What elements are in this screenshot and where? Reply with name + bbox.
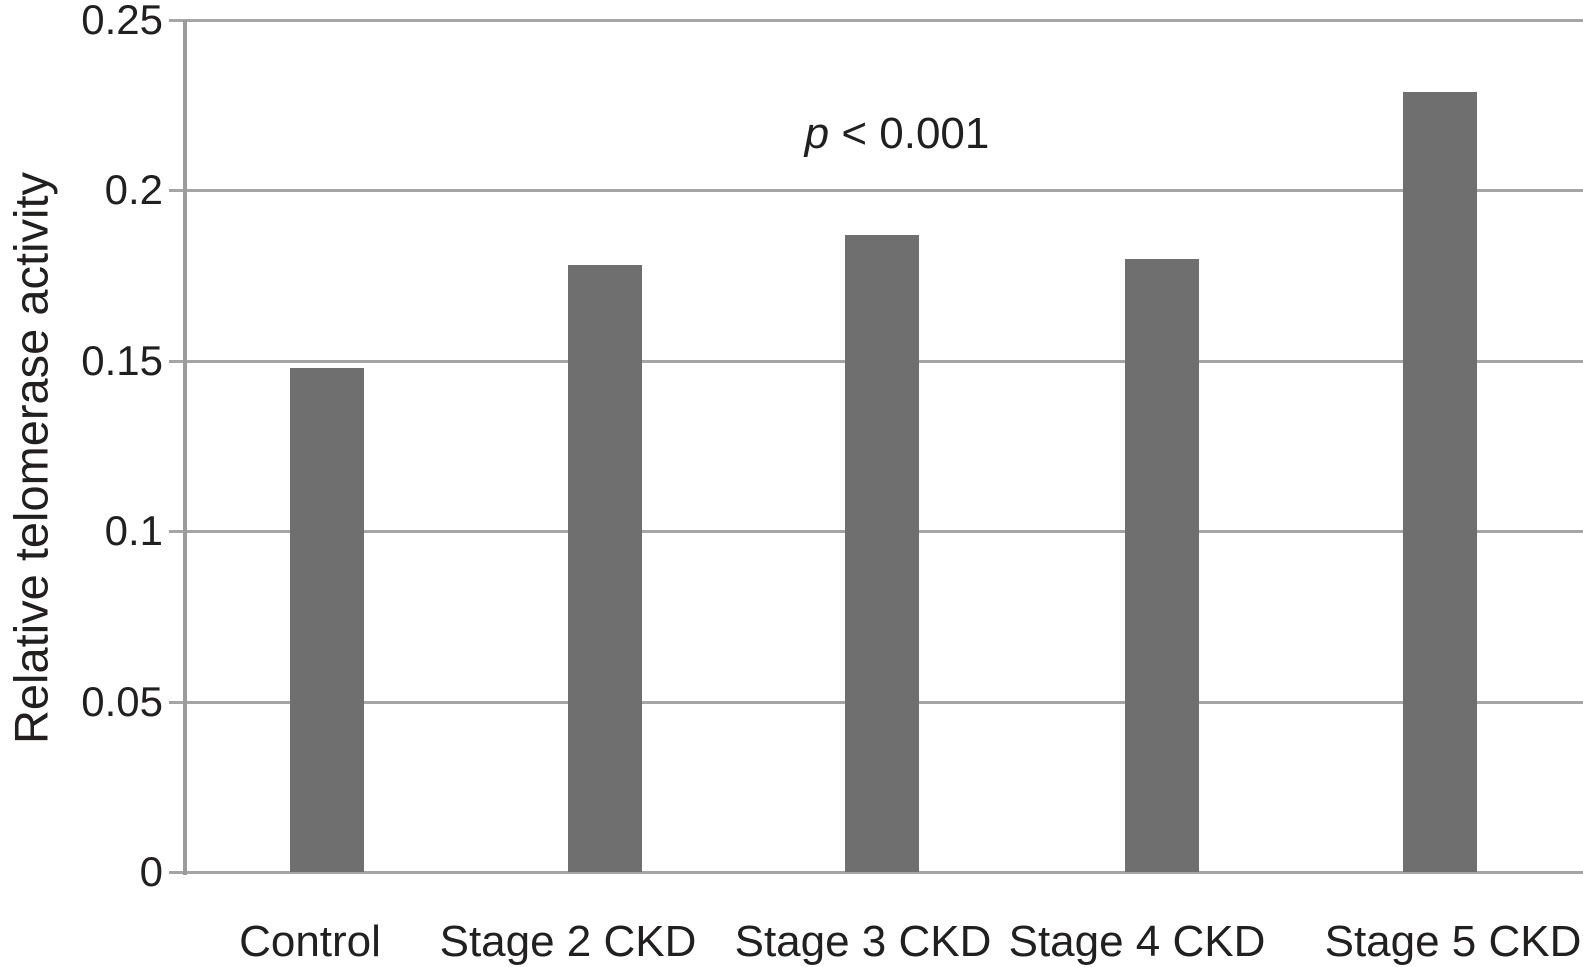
p-symbol: p bbox=[804, 109, 830, 158]
x-label-stage-5-ckd: Stage 5 CKD bbox=[1324, 917, 1582, 966]
y-tick-label-0.15: 0.15 bbox=[81, 336, 163, 384]
x-label-stage-2-ckd: Stage 2 CKD bbox=[439, 917, 697, 966]
y-tick-label-0.2: 0.2 bbox=[104, 166, 163, 214]
bar-control bbox=[290, 368, 364, 872]
bar-stage-2-ckd bbox=[568, 265, 642, 872]
bar-stage-3-ckd bbox=[845, 235, 919, 872]
x-label-control: Control bbox=[239, 917, 381, 966]
p-value-text: < 0.001 bbox=[841, 109, 990, 158]
gridline-0 bbox=[169, 871, 1583, 874]
y-tick-label-0.1: 0.1 bbox=[104, 507, 163, 555]
x-label-stage-3-ckd: Stage 3 CKD bbox=[734, 917, 992, 966]
x-label-stage-4-ckd: Stage 4 CKD bbox=[1008, 917, 1266, 966]
y-axis-title: Relative telomerase activity bbox=[4, 171, 58, 745]
p-value-annotation: p < 0.001 bbox=[805, 109, 990, 159]
y-tick-label-0.25: 0.25 bbox=[81, 0, 163, 43]
y-axis-line bbox=[183, 20, 187, 875]
bar-stage-5-ckd bbox=[1403, 92, 1477, 872]
bar-stage-4-ckd bbox=[1125, 259, 1199, 872]
y-tick-label-0.05: 0.05 bbox=[81, 677, 163, 725]
gridline-0.25 bbox=[169, 19, 1583, 22]
gridline-0.2 bbox=[169, 189, 1583, 193]
y-tick-label-0: 0 bbox=[139, 848, 163, 895]
